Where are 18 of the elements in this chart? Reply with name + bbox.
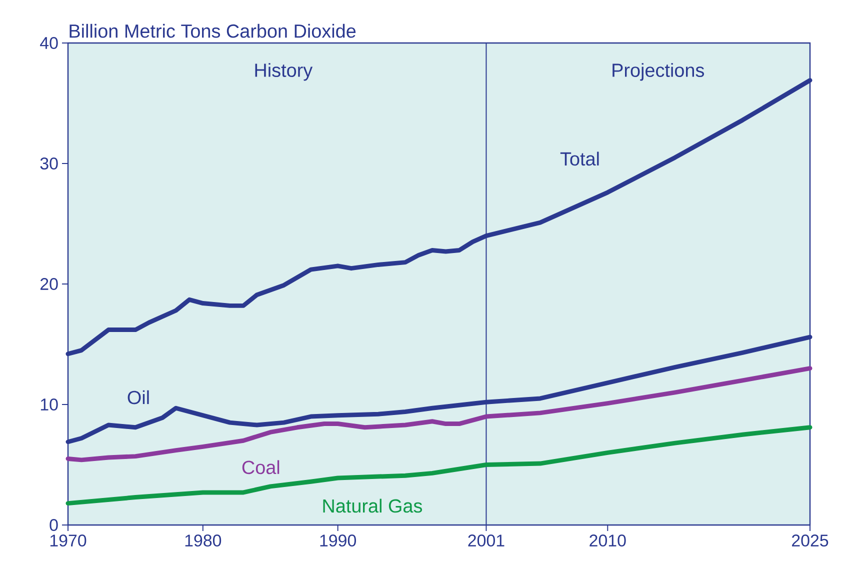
annotation: History <box>255 63 313 81</box>
x-tick-label: 1990 <box>320 534 356 547</box>
series-label: Natural Gas <box>323 498 422 513</box>
x-tick-label: 1970 <box>50 534 86 547</box>
x-tick-label: 2010 <box>590 534 626 547</box>
x-tick-label: 2025 <box>792 534 828 547</box>
series-label: Oil <box>128 390 149 404</box>
series-label: Coal <box>242 460 280 474</box>
x-tick-label: 2001 <box>468 534 504 547</box>
annotation: Projections <box>612 63 704 81</box>
y-tick-label: 40 <box>40 36 58 49</box>
x-tick-label: 1980 <box>185 534 222 547</box>
y-tick-label: 10 <box>40 398 58 410</box>
y-tick-label: 30 <box>40 158 58 170</box>
y-tick-label: 0 <box>50 519 58 531</box>
y-tick-label: 20 <box>40 278 58 290</box>
y-axis-title: Billion Metric Tons Carbon Dioxide <box>70 24 356 38</box>
series-label: Total <box>560 152 599 166</box>
